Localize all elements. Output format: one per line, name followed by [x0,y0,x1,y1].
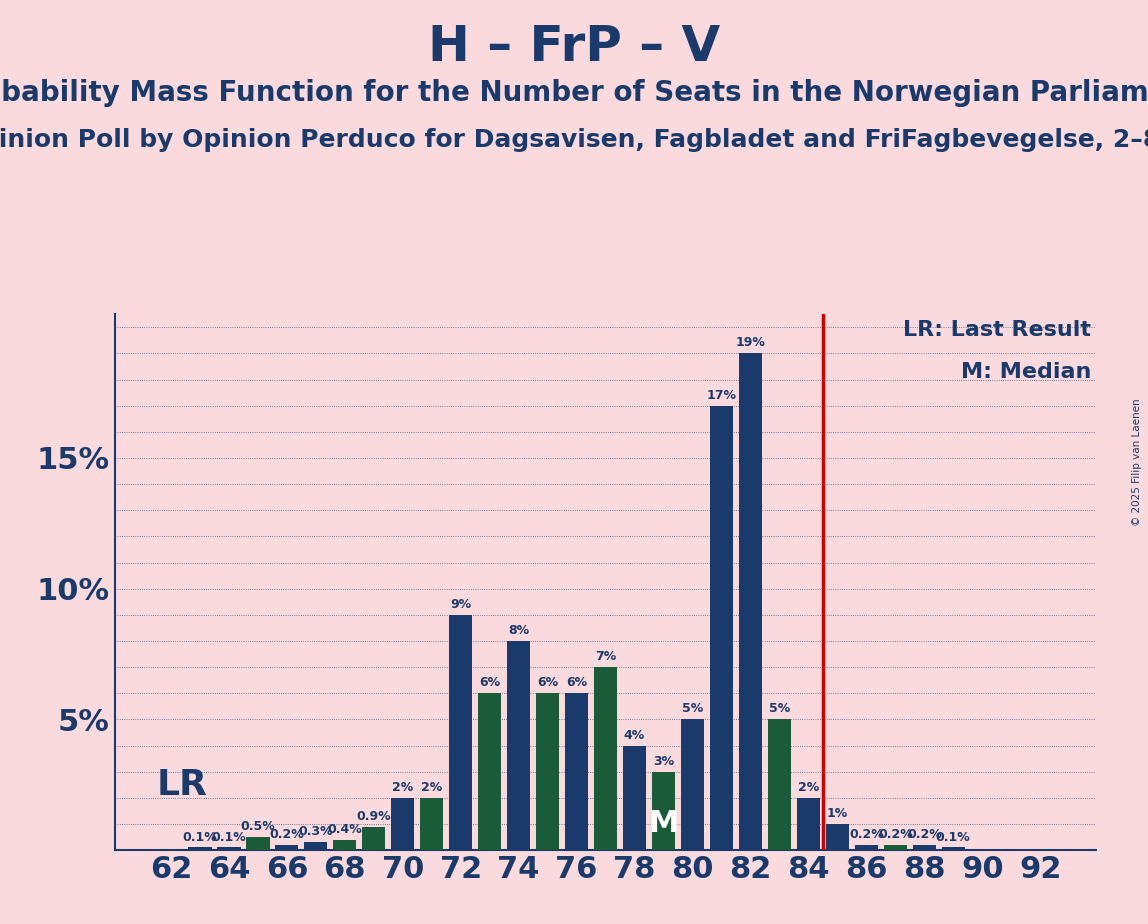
Text: 0.1%: 0.1% [183,831,217,844]
Text: M: Median: M: Median [961,362,1092,383]
Bar [420,797,443,850]
Text: 2%: 2% [798,781,819,794]
Text: 17%: 17% [706,389,737,402]
Bar [681,720,704,850]
Bar [884,845,907,850]
Text: 5%: 5% [769,702,790,715]
Text: 1%: 1% [827,807,848,820]
Text: 0.1%: 0.1% [936,831,970,844]
Bar [913,845,936,850]
Text: 9%: 9% [450,598,472,611]
Bar [739,353,762,850]
Bar [941,847,964,850]
Bar [855,845,878,850]
Bar [217,847,241,850]
Bar [478,693,502,850]
Bar [449,614,472,850]
Text: 6%: 6% [537,676,558,689]
Bar [188,847,211,850]
Bar [333,840,356,850]
Bar [276,845,298,850]
Text: 5%: 5% [682,702,703,715]
Text: 2%: 2% [393,781,413,794]
Text: 0.5%: 0.5% [241,821,276,833]
Bar [652,772,675,850]
Text: 3%: 3% [653,755,674,768]
Text: 6%: 6% [479,676,501,689]
Text: H – FrP – V: H – FrP – V [428,23,720,71]
Bar [709,406,734,850]
Text: 8%: 8% [509,624,529,637]
Text: 6%: 6% [566,676,587,689]
Text: 0.9%: 0.9% [357,809,391,822]
Text: 0.2%: 0.2% [907,828,941,841]
Text: 0.1%: 0.1% [211,831,247,844]
Text: 0.2%: 0.2% [878,828,913,841]
Text: 0.3%: 0.3% [298,825,333,838]
Bar [507,641,530,850]
Text: M: M [649,809,678,838]
Text: 7%: 7% [595,650,616,663]
Text: 4%: 4% [623,729,645,742]
Text: Probability Mass Function for the Number of Seats in the Norwegian Parliament: Probability Mass Function for the Number… [0,79,1148,106]
Bar [304,843,327,850]
Text: 0.2%: 0.2% [270,828,304,841]
Bar [768,720,791,850]
Text: LR: LR [156,768,208,802]
Bar [623,746,646,850]
Bar [391,797,414,850]
Text: LR: Last Result: LR: Last Result [903,320,1092,339]
Bar [363,827,386,850]
Text: 2%: 2% [421,781,442,794]
Text: 0.2%: 0.2% [848,828,884,841]
Text: 19%: 19% [736,336,766,349]
Bar [594,667,618,850]
Bar [825,824,848,850]
Bar [565,693,588,850]
Text: 0.4%: 0.4% [327,822,363,835]
Bar [536,693,559,850]
Bar [797,797,820,850]
Bar [247,837,270,850]
Text: an Opinion Poll by Opinion Perduco for Dagsavisen, Fagbladet and FriFagbevegelse: an Opinion Poll by Opinion Perduco for D… [0,128,1148,152]
Text: © 2025 Filip van Laenen: © 2025 Filip van Laenen [1132,398,1142,526]
